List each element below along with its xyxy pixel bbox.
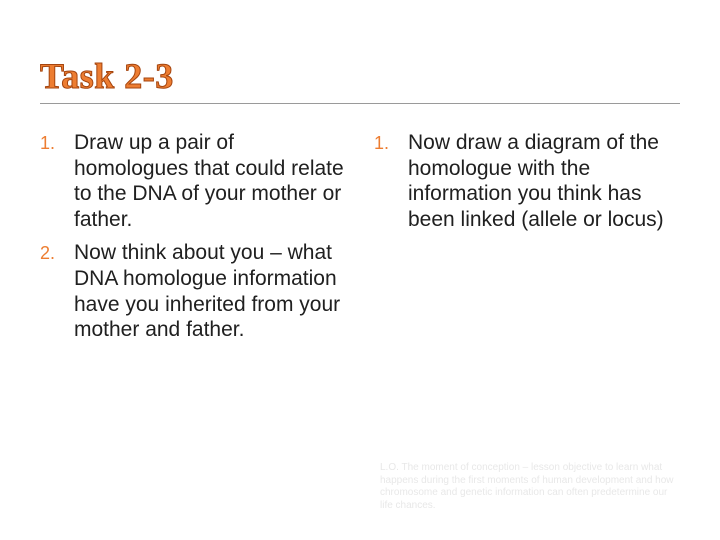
footer-note: L.O. The moment of conception – lesson o… (380, 462, 680, 512)
list-item: 1. Draw up a pair of homologues that cou… (40, 130, 346, 232)
right-column: 1. Now draw a diagram of the homologue w… (374, 130, 680, 351)
list-number: 1. (374, 130, 408, 232)
list-text: Draw up a pair of homologues that could … (74, 130, 346, 232)
slide-title: Task 2-3 (40, 55, 680, 97)
list-number: 1. (40, 130, 74, 232)
list-number: 2. (40, 240, 74, 342)
content-columns: 1. Draw up a pair of homologues that cou… (40, 130, 680, 351)
title-container: Task 2-3 (40, 55, 680, 104)
list-item: 2. Now think about you – what DNA homolo… (40, 240, 346, 342)
slide: Task 2-3 1. Draw up a pair of homologues… (0, 0, 720, 540)
left-column: 1. Draw up a pair of homologues that cou… (40, 130, 346, 351)
list-text: Now think about you – what DNA homologue… (74, 240, 346, 342)
list-text: Now draw a diagram of the homologue with… (408, 130, 680, 232)
list-item: 1. Now draw a diagram of the homologue w… (374, 130, 680, 232)
